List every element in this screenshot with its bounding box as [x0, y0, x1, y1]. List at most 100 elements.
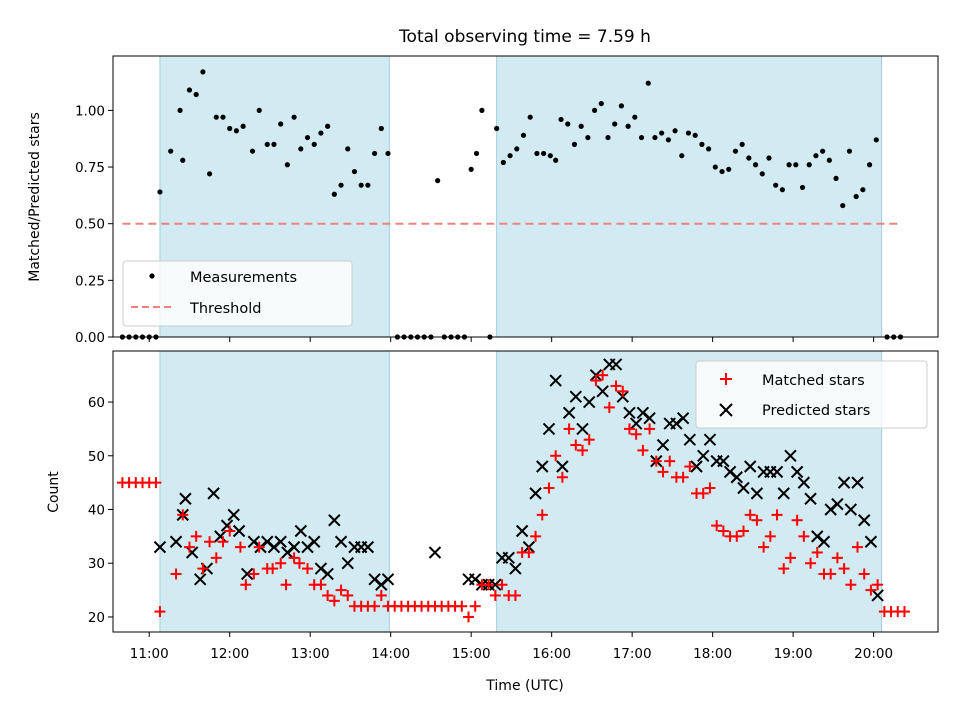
matched-star-point: [183, 541, 195, 553]
matched-star-point: [509, 589, 521, 601]
measurement-point: [479, 107, 485, 113]
measurement-point: [541, 150, 547, 157]
matched-star-point: [570, 439, 582, 451]
predicted-star-point: [361, 540, 375, 554]
predicted-star-point: [703, 433, 717, 446]
matched-star-point: [731, 530, 743, 542]
x-tick-label: 16:00: [532, 646, 571, 662]
predicted-star-point: [536, 460, 549, 473]
measurement-point: [271, 141, 277, 147]
measurement-point: [853, 193, 859, 200]
measurement-point: [866, 162, 873, 168]
matched-star-point: [872, 579, 884, 591]
matched-star-point: [677, 471, 689, 483]
matched-star-point: [657, 466, 669, 478]
matched-star-point: [798, 530, 810, 542]
predicted-star-point: [690, 460, 703, 473]
measurement-point: [618, 103, 625, 109]
measurement-point: [860, 187, 866, 193]
predicted-star-point: [489, 578, 502, 591]
ratio-legend: Measurements Threshold: [122, 260, 353, 327]
predicted-star-point: [750, 487, 764, 500]
measurement-point: [534, 150, 540, 157]
measurement-point: [514, 146, 520, 152]
chart-title: Total observing time = 7.59 h: [398, 27, 651, 47]
measurement-point: [625, 123, 631, 129]
matched-star-point: [852, 541, 864, 553]
matched-star-point: [684, 461, 696, 473]
measurement-point: [193, 91, 199, 98]
count-panel: 20 30 40 50 60 11:00 12:00 13:00 14:00 15:00 16:00…: [46, 350, 939, 694]
measurement-point: [565, 121, 571, 127]
measurement-point: [591, 107, 598, 113]
matched-star-point: [177, 509, 189, 521]
measurement-point: [820, 148, 826, 154]
measurement-point: [284, 162, 290, 168]
measurement-point: [813, 153, 819, 159]
measurement-point: [256, 107, 262, 113]
predicted-star-point: [509, 562, 522, 575]
ratio-y-tick-label: 0.00: [75, 330, 105, 346]
legend-measurements-label: Measurements: [190, 270, 297, 286]
predicted-star-point: [381, 573, 395, 586]
measurement-point: [500, 159, 506, 166]
measurement-point: [351, 168, 358, 175]
measurement-point: [645, 80, 651, 86]
predicted-star-point: [321, 567, 334, 581]
matched-star-point: [469, 600, 481, 612]
measurement-point: [692, 132, 698, 138]
predicted-star-point: [844, 503, 858, 516]
measurement-point: [840, 202, 846, 209]
predicted-star-point: [169, 535, 183, 548]
count-y-tick-label: 30: [88, 556, 105, 572]
matched-star-point: [811, 546, 823, 558]
predicted-star-point: [777, 487, 790, 500]
measurement-point: [547, 153, 553, 159]
legend-matched-marker: [720, 373, 732, 385]
matched-star-point: [462, 611, 474, 623]
count-y-tick-label: 20: [88, 610, 105, 626]
matched-star-point: [342, 589, 354, 601]
matched-star-point: [240, 579, 252, 591]
measurement-point: [806, 162, 812, 168]
matched-star-point: [583, 434, 595, 446]
measurement-point: [659, 130, 665, 136]
matched-star-point: [831, 552, 843, 564]
x-tick-label: 17:00: [613, 646, 652, 662]
predicted-star-point: [737, 481, 750, 495]
predicted-star-point: [743, 460, 757, 473]
predicted-star-point: [179, 492, 192, 505]
measurement-point: [585, 134, 591, 141]
measurement-point: [278, 121, 284, 127]
predicted-star-point: [576, 422, 589, 436]
measurement-point: [177, 107, 183, 113]
legend-measurements-marker: [149, 273, 155, 279]
matched-star-point: [224, 525, 236, 537]
matched-star-point: [630, 428, 642, 440]
predicted-star-point: [697, 449, 710, 462]
matched-star-point: [644, 423, 656, 435]
predicted-star-point: [542, 422, 556, 436]
measurement-point: [779, 187, 785, 193]
predicted-star-point: [596, 385, 609, 398]
predicted-star-point: [294, 524, 308, 538]
measurement-point: [331, 191, 337, 197]
predicted-star-point: [240, 567, 254, 581]
predicted-star-point: [341, 557, 354, 570]
matched-star-point: [483, 579, 495, 591]
predicted-star-point: [529, 487, 542, 500]
measurement-point: [520, 132, 527, 138]
matched-star-point: [328, 595, 340, 607]
predicted-star-point: [831, 497, 844, 511]
measurement-point: [168, 148, 174, 154]
matched-star-point: [315, 579, 327, 591]
matched-star-point: [234, 541, 246, 553]
x-axis-label: Time (UTC): [485, 678, 563, 694]
measurement-point: [706, 146, 712, 152]
measurement-point: [846, 148, 853, 154]
matched-star-point: [751, 514, 763, 526]
ratio-y-axis-label: Matched/Predicted stars: [27, 112, 43, 282]
measurement-point: [240, 123, 246, 129]
matched-star-point: [280, 579, 292, 591]
measurement-point: [873, 137, 879, 143]
